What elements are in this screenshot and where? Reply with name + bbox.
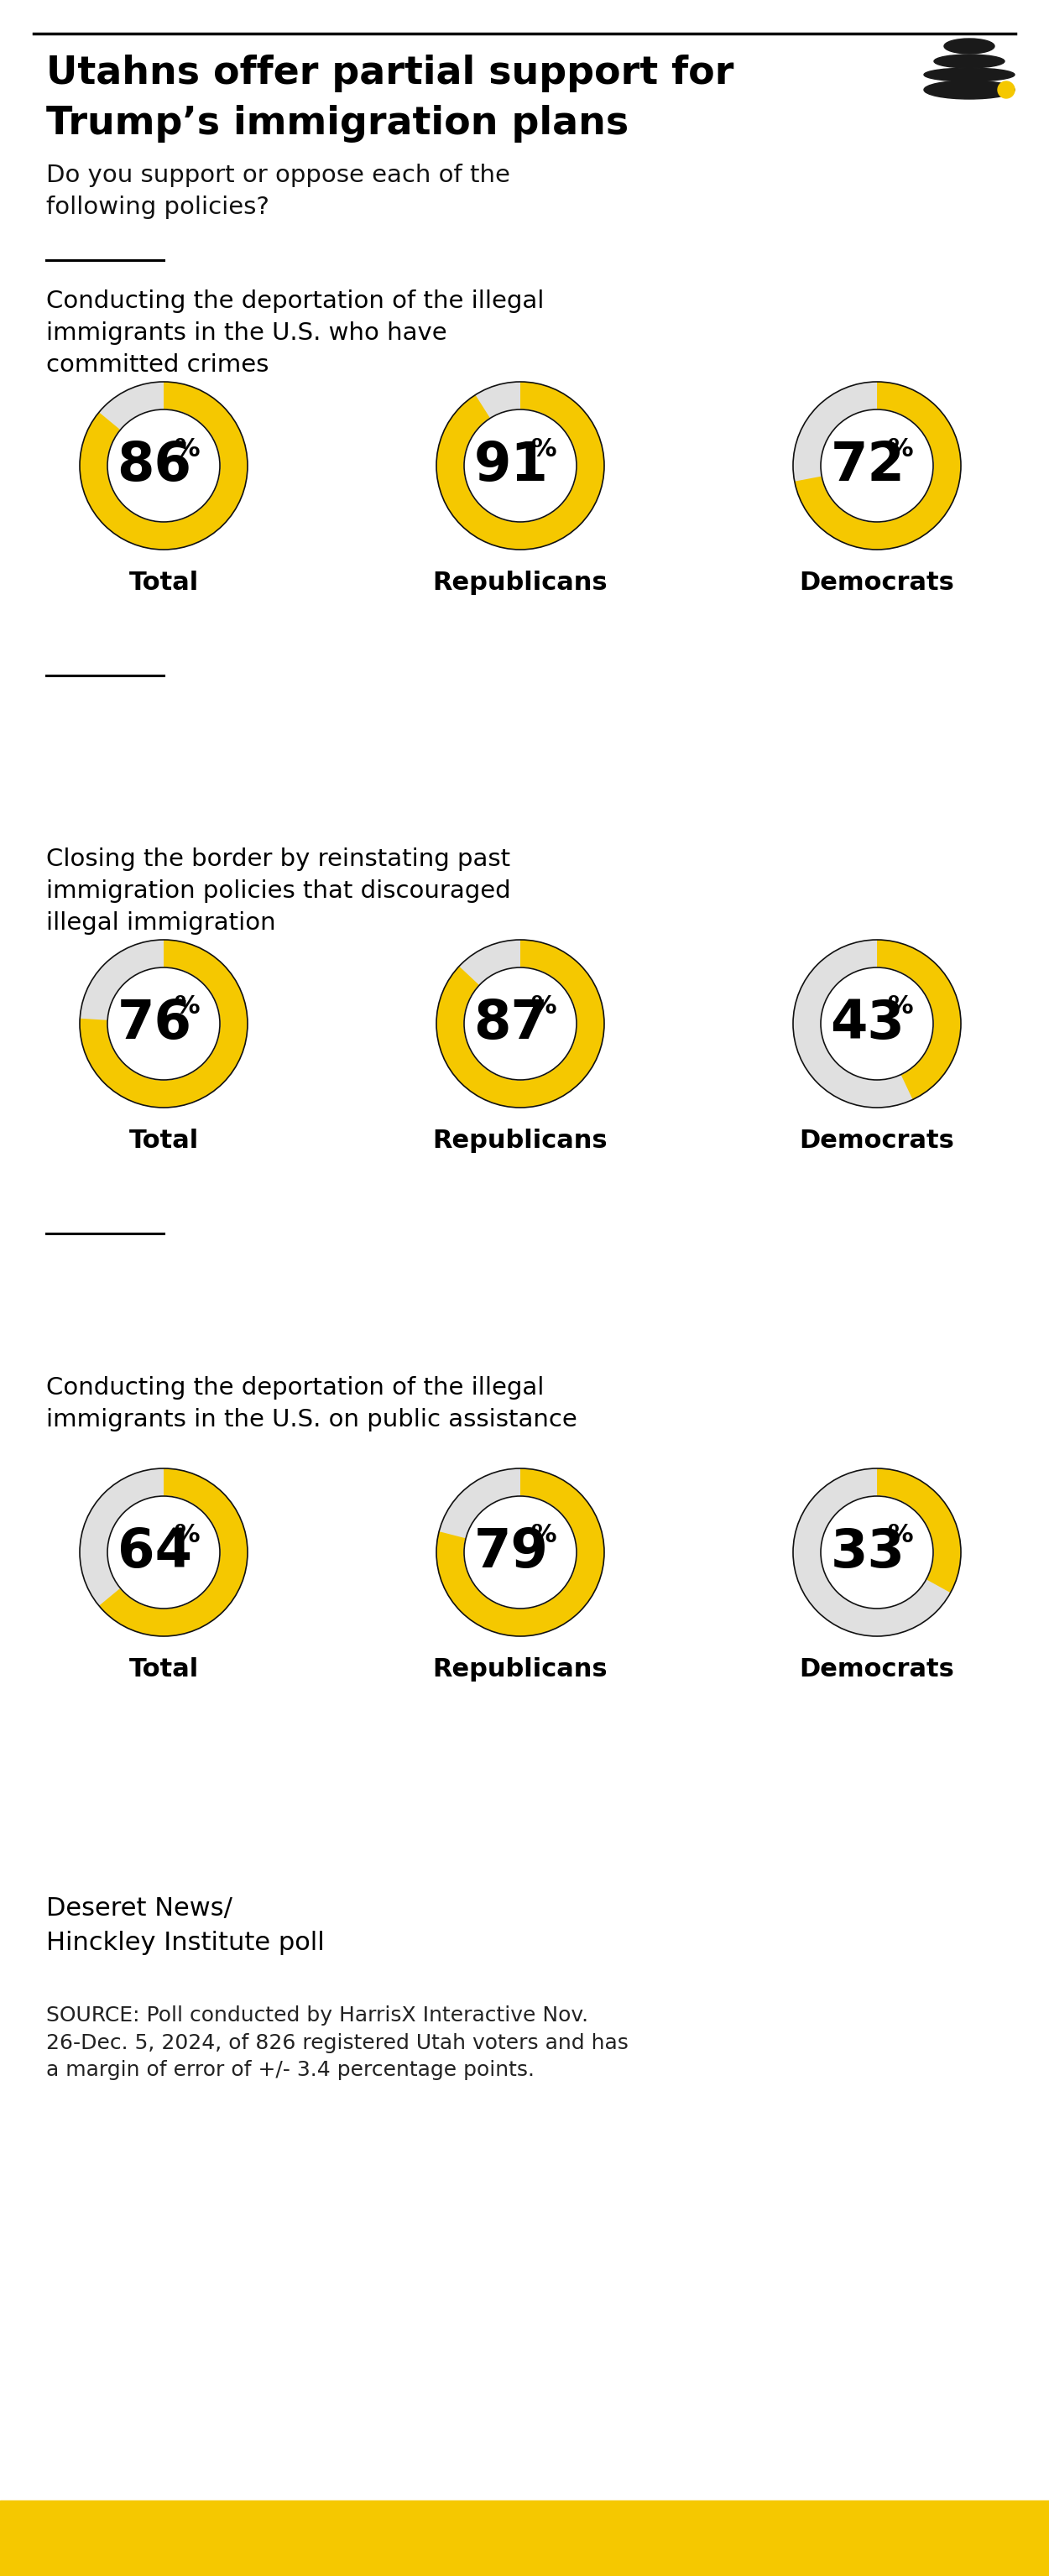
Text: 43: 43	[831, 997, 905, 1048]
Text: Deseret News/
Hinckley Institute poll: Deseret News/ Hinckley Institute poll	[46, 1896, 324, 1955]
Text: Conducting the deportation of the illegal
immigrants in the U.S. who have
commit: Conducting the deportation of the illega…	[46, 289, 544, 376]
Text: Do you support or oppose each of the
following policies?: Do you support or oppose each of the fol…	[46, 165, 510, 219]
Text: 72: 72	[831, 440, 905, 492]
Wedge shape	[80, 1468, 248, 1636]
Text: Democrats: Democrats	[799, 569, 955, 595]
Circle shape	[820, 410, 934, 523]
Text: %: %	[174, 994, 200, 1020]
Ellipse shape	[944, 39, 994, 54]
Text: 86: 86	[117, 440, 192, 492]
Text: %: %	[531, 438, 557, 461]
Circle shape	[464, 969, 577, 1079]
Ellipse shape	[924, 67, 1014, 82]
Text: Republicans: Republicans	[433, 1656, 607, 1682]
Text: %: %	[531, 1522, 557, 1548]
Wedge shape	[877, 1468, 961, 1592]
Text: %: %	[887, 1522, 914, 1548]
Wedge shape	[80, 940, 248, 1108]
Text: %: %	[531, 994, 557, 1020]
Text: Total: Total	[129, 1656, 198, 1682]
Text: Democrats: Democrats	[799, 1656, 955, 1682]
Circle shape	[998, 82, 1014, 98]
Wedge shape	[80, 381, 248, 549]
Text: %: %	[174, 438, 200, 461]
Text: 87: 87	[474, 997, 549, 1048]
Wedge shape	[436, 381, 604, 549]
Wedge shape	[436, 381, 604, 549]
Text: 33: 33	[831, 1528, 905, 1579]
Text: %: %	[887, 994, 914, 1020]
Ellipse shape	[934, 54, 1005, 67]
Circle shape	[464, 1497, 577, 1607]
Wedge shape	[99, 1468, 248, 1636]
Circle shape	[107, 1497, 220, 1607]
Wedge shape	[877, 940, 961, 1100]
Text: %: %	[174, 1522, 200, 1548]
Text: 91: 91	[474, 440, 549, 492]
Bar	[0, 2501, 1049, 2576]
Wedge shape	[436, 1468, 604, 1636]
Text: Closing the border by reinstating past
immigration policies that discouraged
ill: Closing the border by reinstating past i…	[46, 848, 511, 935]
Circle shape	[820, 1497, 934, 1607]
Wedge shape	[794, 381, 961, 549]
Text: Conducting the deportation of the illegal
immigrants in the U.S. on public assis: Conducting the deportation of the illega…	[46, 1376, 577, 1432]
Circle shape	[107, 410, 220, 523]
Wedge shape	[80, 381, 248, 549]
Wedge shape	[436, 1468, 604, 1636]
Ellipse shape	[924, 80, 1014, 98]
Text: Total: Total	[129, 569, 198, 595]
Text: Republicans: Republicans	[433, 569, 607, 595]
Wedge shape	[793, 381, 961, 549]
Text: 76: 76	[117, 997, 192, 1048]
Circle shape	[820, 969, 934, 1079]
Circle shape	[464, 410, 577, 523]
Wedge shape	[436, 940, 604, 1108]
Wedge shape	[80, 940, 248, 1108]
Wedge shape	[436, 940, 604, 1108]
Text: 79: 79	[474, 1528, 549, 1579]
Text: Trump’s immigration plans: Trump’s immigration plans	[46, 106, 628, 142]
Text: SOURCE: Poll conducted by HarrisX Interactive Nov.
26-Dec. 5, 2024, of 826 regis: SOURCE: Poll conducted by HarrisX Intera…	[46, 2007, 628, 2081]
Wedge shape	[793, 1468, 961, 1636]
Text: %: %	[887, 438, 914, 461]
Text: Utahns offer partial support for: Utahns offer partial support for	[46, 54, 734, 93]
Wedge shape	[793, 940, 961, 1108]
Text: Total: Total	[129, 1128, 198, 1154]
Text: Republicans: Republicans	[433, 1128, 607, 1154]
Text: Democrats: Democrats	[799, 1128, 955, 1154]
Text: 64: 64	[117, 1528, 192, 1579]
Circle shape	[107, 969, 220, 1079]
